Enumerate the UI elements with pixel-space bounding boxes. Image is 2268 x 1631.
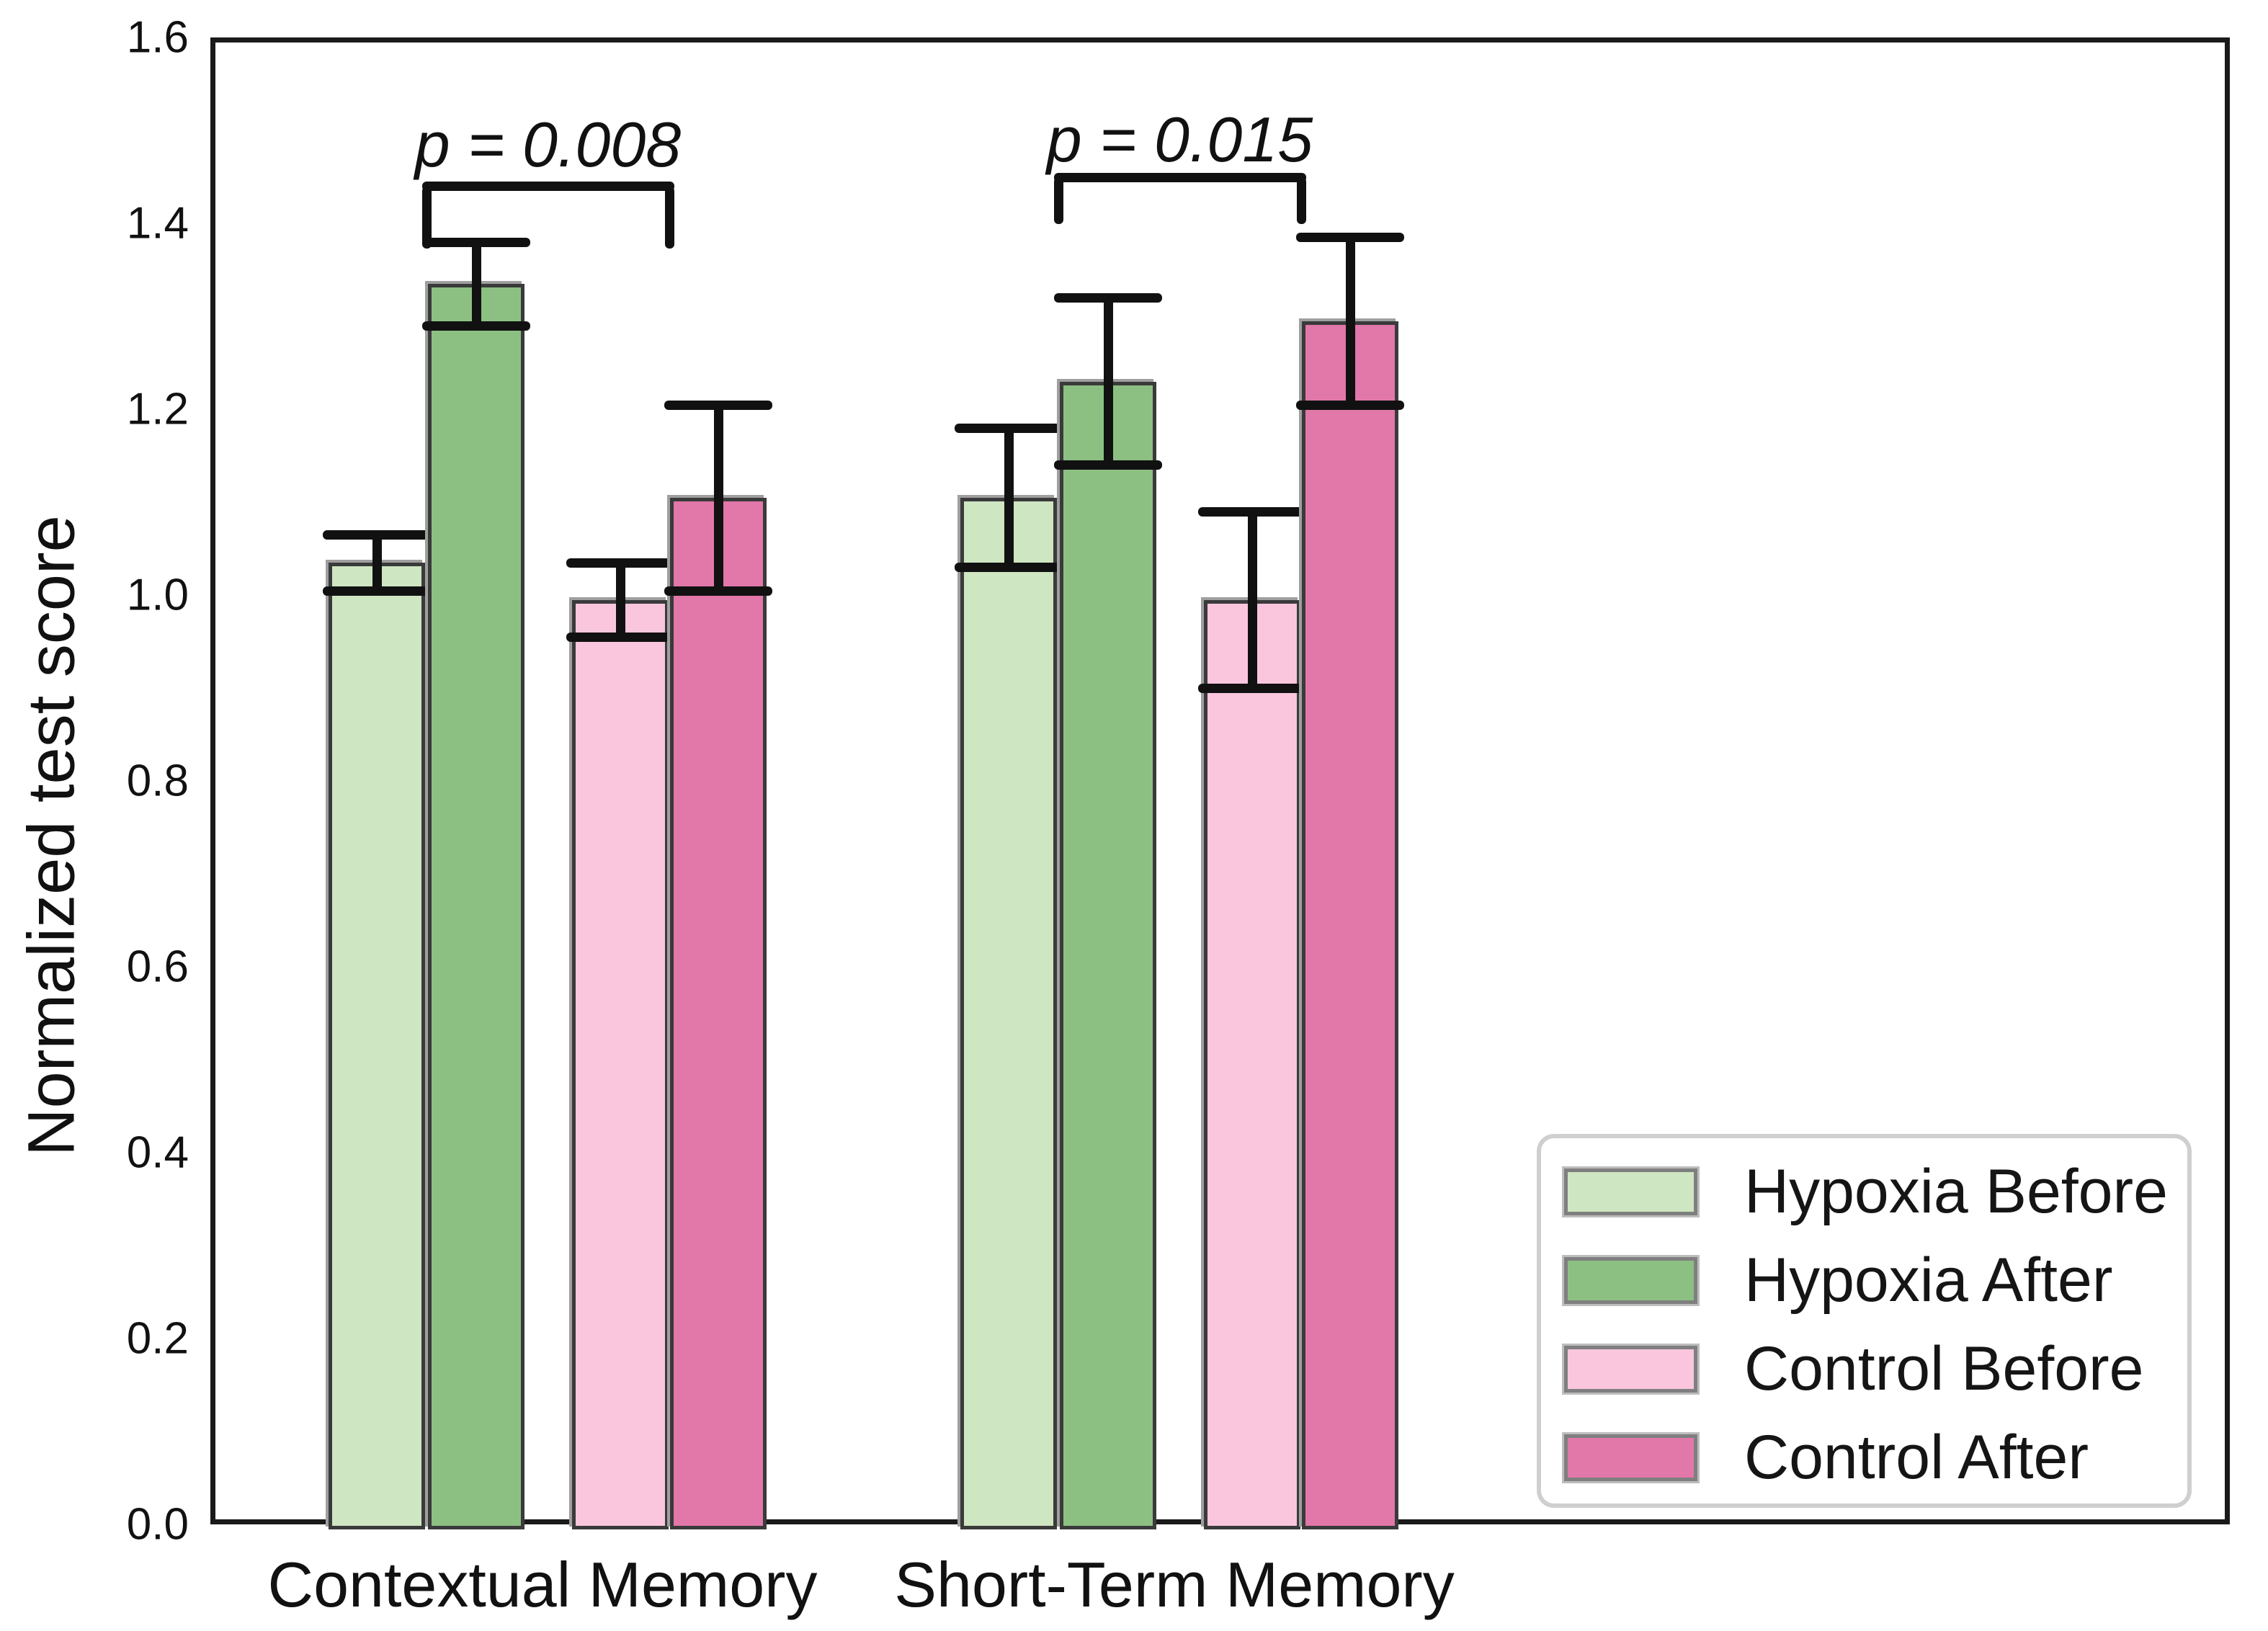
y-tick-label-0.0: 0.0	[126, 1499, 189, 1550]
legend-swatch-hypoxia-before	[1564, 1168, 1697, 1215]
errorbar-stem-control-before-short-term-memory	[1247, 511, 1257, 689]
legend-item-control-after: Control After	[1541, 1423, 2187, 1492]
bar-control-before-short-term-memory	[1204, 600, 1300, 1529]
y-tick-label-0.4: 0.4	[126, 1127, 189, 1178]
errorbar-cap-bottom-hypoxia-before-short-term-memory	[955, 563, 1063, 573]
errorbar-cap-top-control-before-short-term-memory	[1198, 506, 1306, 517]
errorbar-cap-top-control-before-contextual-memory	[566, 558, 674, 568]
errorbar-stem-control-after-contextual-memory	[713, 405, 723, 591]
y-tick-label-0.6: 0.6	[126, 942, 189, 992]
y-axis-label: Normalized test score	[14, 515, 89, 1156]
legend: Hypoxia Before Hypoxia After Control Befor…	[1537, 1134, 2192, 1508]
errorbar-stem-hypoxia-after-contextual-memory	[471, 242, 481, 326]
errorbar-cap-bottom-control-after-contextual-memory	[664, 586, 772, 596]
errorbar-stem-hypoxia-before-short-term-memory	[1004, 428, 1014, 568]
errorbar-cap-top-hypoxia-after-contextual-memory	[422, 237, 530, 247]
significance-bracket-tick-right	[664, 186, 674, 249]
y-tick-label-1.6: 1.6	[126, 12, 189, 63]
bar-hypoxia-before-short-term-memory	[960, 498, 1057, 1529]
bar-control-before-contextual-memory	[572, 600, 669, 1529]
errorbar-cap-top-hypoxia-before-short-term-memory	[955, 423, 1063, 433]
errorbar-stem-hypoxia-before-contextual-memory	[372, 535, 382, 591]
errorbar-stem-control-after-short-term-memory	[1345, 237, 1355, 406]
legend-item-hypoxia-after: Hypoxia After	[1541, 1246, 2187, 1315]
errorbar-cap-top-hypoxia-after-short-term-memory	[1054, 293, 1162, 303]
errorbar-cap-bottom-hypoxia-before-contextual-memory	[323, 586, 431, 596]
bar-hypoxia-after-contextual-memory	[428, 284, 524, 1529]
legend-label-control-before: Control Before	[1744, 1334, 2144, 1403]
legend-swatch-control-after	[1564, 1434, 1697, 1481]
x-tick-label-short-term-memory: Short-Term Memory	[894, 1549, 1455, 1620]
bar-hypoxia-after-short-term-memory	[1060, 381, 1156, 1529]
legend-item-control-before: Control Before	[1541, 1334, 2187, 1403]
errorbar-cap-top-hypoxia-before-contextual-memory	[323, 530, 431, 540]
y-tick-label-1.0: 1.0	[126, 570, 189, 620]
y-tick-label-1.2: 1.2	[126, 384, 189, 434]
errorbar-cap-bottom-control-after-short-term-memory	[1296, 400, 1404, 410]
errorbar-cap-bottom-control-before-contextual-memory	[566, 633, 674, 643]
legend-label-hypoxia-after: Hypoxia After	[1744, 1246, 2113, 1315]
bar-control-after-short-term-memory	[1302, 321, 1398, 1529]
significance-bracket-tick-left	[421, 186, 432, 249]
significance-bracket-line	[421, 182, 674, 192]
significance-bracket-tick-left	[1053, 177, 1063, 224]
bar-hypoxia-before-contextual-memory	[329, 563, 425, 1529]
errorbar-cap-bottom-control-before-short-term-memory	[1198, 684, 1306, 694]
errorbar-stem-hypoxia-after-short-term-memory	[1103, 298, 1113, 465]
errorbar-stem-control-before-contextual-memory	[615, 563, 625, 638]
significance-bracket-tick-right	[1296, 177, 1306, 224]
legend-label-control-after: Control After	[1744, 1423, 2089, 1492]
legend-item-hypoxia-before: Hypoxia Before	[1541, 1157, 2187, 1226]
errorbar-cap-bottom-hypoxia-after-short-term-memory	[1054, 460, 1162, 470]
errorbar-cap-top-control-after-contextual-memory	[664, 400, 772, 410]
bar-control-after-contextual-memory	[670, 498, 767, 1529]
p-value-label: p = 0.015	[1046, 104, 1313, 176]
legend-swatch-control-before	[1564, 1346, 1697, 1393]
y-tick-label-0.8: 0.8	[126, 756, 189, 806]
legend-swatch-hypoxia-after	[1564, 1257, 1697, 1304]
errorbar-cap-bottom-hypoxia-after-contextual-memory	[422, 321, 530, 331]
legend-label-hypoxia-before: Hypoxia Before	[1744, 1157, 2168, 1226]
errorbar-cap-top-control-after-short-term-memory	[1296, 233, 1404, 243]
p-value-label: p = 0.008	[414, 108, 682, 180]
y-tick-label-1.4: 1.4	[126, 198, 189, 249]
significance-bracket-line	[1053, 172, 1306, 182]
y-tick-label-0.2: 0.2	[126, 1313, 189, 1364]
plot-area: p = 0.008 p = 0.015	[210, 37, 2230, 1529]
x-tick-label-contextual-memory: Contextual Memory	[267, 1549, 818, 1620]
